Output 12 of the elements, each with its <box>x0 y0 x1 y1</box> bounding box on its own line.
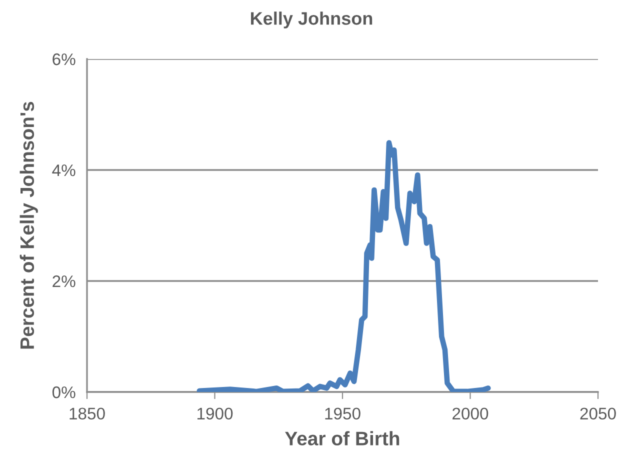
y-tick-label: 4% <box>52 164 76 176</box>
x-tick-label: 1850 <box>70 408 105 420</box>
y-tick-label: 6% <box>52 53 76 66</box>
y-tick-label: 2% <box>52 275 76 288</box>
chart-title: Kelly Johnson <box>251 12 372 28</box>
x-tick-label: 2050 <box>580 408 616 420</box>
x-tick-label: 1950 <box>325 408 360 420</box>
y-axis-title: Percent of Kelly Johnson's <box>20 102 38 349</box>
x-tick-label: 2000 <box>452 408 488 420</box>
y-tick-label: 0% <box>52 386 76 398</box>
x-axis-title: Year of Birth <box>285 431 400 446</box>
x-tick-label: 1900 <box>197 408 233 420</box>
